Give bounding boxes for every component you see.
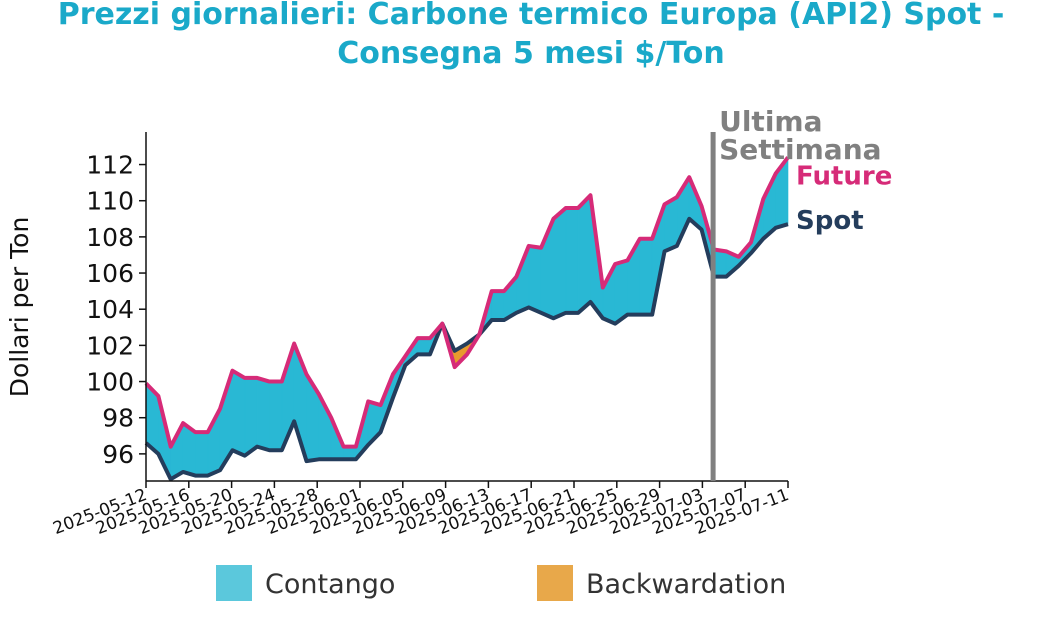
y-tick-label: 112 — [86, 151, 134, 180]
series-lines-group — [144, 156, 790, 482]
y-tick-label: 96 — [102, 440, 134, 469]
contango-fill-segment — [417, 337, 431, 355]
chart-title-line1: Prezzi giornalieri: Carbone termico Euro… — [58, 0, 1005, 32]
contango-fill-segment — [577, 194, 591, 314]
contango-fill-segment — [553, 207, 567, 319]
contango-fill-segment — [565, 207, 579, 314]
y-tick-label: 98 — [102, 404, 134, 433]
y-tick-label: 104 — [86, 295, 134, 324]
y-tick-label: 108 — [86, 223, 134, 252]
spread-fill-group — [145, 156, 789, 480]
last-week-label-line1: Ultima — [719, 105, 822, 138]
spot-series-label: Spot — [796, 206, 864, 236]
last-week-marker-group: Ultima Settimana — [710, 105, 882, 481]
future-series-label: Future — [796, 161, 892, 191]
chart-title-line2: Consegna 5 mesi $/Ton — [337, 36, 725, 71]
contango-fill-segment — [195, 431, 209, 476]
legend-swatch-contango — [216, 565, 252, 601]
contango-fill-segment — [491, 290, 505, 321]
contango-fill-segment — [639, 238, 653, 315]
legend-label-contango: Contango — [265, 569, 395, 600]
contango-fill-segment — [244, 377, 258, 457]
y-tick-label: 100 — [86, 368, 134, 397]
legend-swatch-backwardation — [537, 565, 573, 601]
contango-fill-segment — [713, 249, 727, 277]
contango-fill-segment — [256, 377, 270, 451]
y-ticks-group: 96 98 100 102 104 106 108 110 112 — [86, 151, 146, 469]
contango-fill-segment — [269, 381, 283, 451]
y-axis-label: Dollari per Ton — [5, 217, 34, 398]
y-tick-label: 110 — [86, 187, 134, 216]
legend-label-backwardation: Backwardation — [586, 569, 786, 600]
future-line — [144, 156, 790, 449]
axes-group — [145, 132, 788, 482]
contango-fill-segment — [232, 370, 246, 457]
last-week-label-line2: Settimana — [719, 133, 881, 166]
y-tick-label: 106 — [86, 259, 134, 288]
legend: Contango Backwardation — [216, 565, 786, 601]
x-ticks-group: 2025-05-122025-05-162025-05-202025-05-24… — [50, 481, 792, 539]
spot-line — [144, 216, 789, 482]
y-tick-label: 102 — [86, 331, 134, 360]
contango-fill-segment — [528, 245, 542, 314]
